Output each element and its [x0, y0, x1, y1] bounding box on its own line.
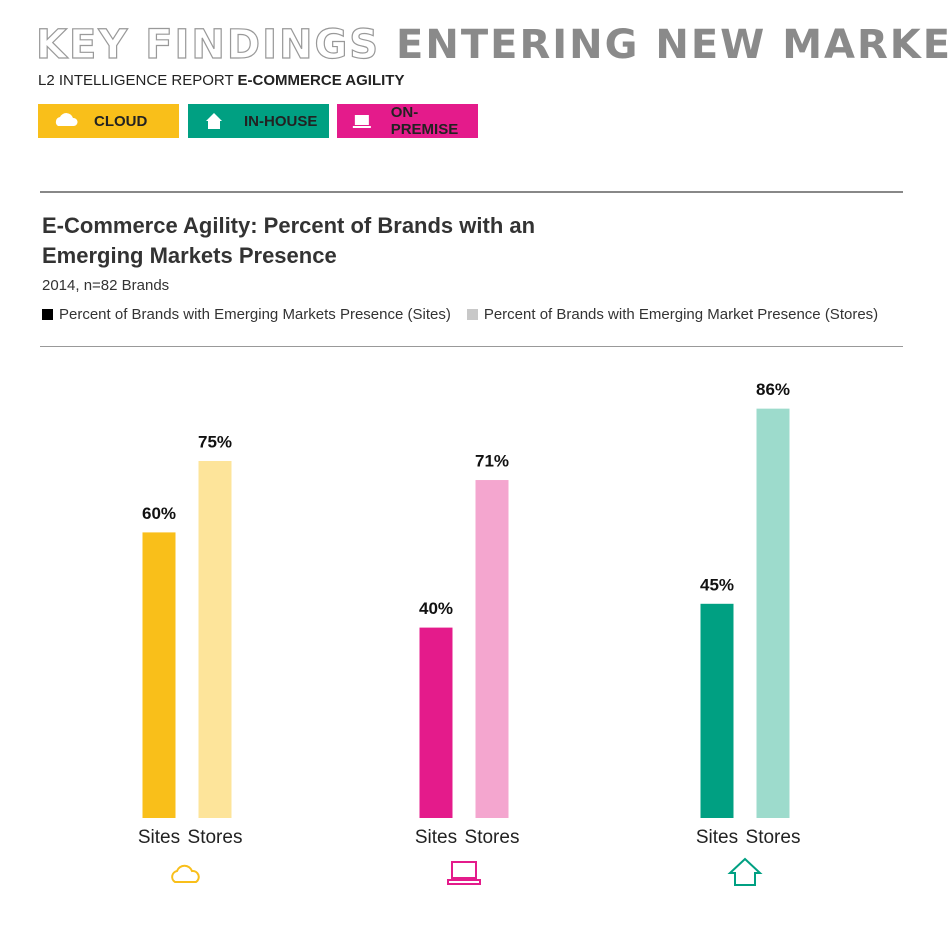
chart-title: E-Commerce Agility: Percent of Brands wi…	[42, 213, 536, 268]
badge: IN-HOUSE	[188, 104, 329, 138]
heading-bold: ENTERING NEW MARKETS	[396, 22, 950, 68]
bar-label: Sites	[415, 827, 457, 848]
legend-item: Percent of Brands with Emerging Market P…	[466, 306, 879, 323]
legend-swatch	[42, 309, 53, 320]
page-heading: KEY FINDINGS ENTERING NEW MARKETS	[35, 21, 950, 68]
chart-subtitle: 2014, n=82 Brands	[42, 277, 170, 294]
report-topic: E-COMMERCE AGILITY	[237, 72, 405, 89]
bar	[142, 532, 176, 818]
bar-label: Sites	[138, 827, 180, 848]
legend: Percent of Brands with Emerging Markets …	[42, 306, 878, 323]
badge-label: CLOUD	[94, 112, 148, 130]
value-label: 40%	[419, 599, 453, 618]
value-label: 86%	[756, 380, 790, 399]
value-label: 45%	[700, 575, 734, 594]
legend-item: Percent of Brands with Emerging Markets …	[42, 306, 451, 323]
bar-label: Stores	[465, 827, 520, 848]
badge: ON-PREMISE	[337, 104, 478, 138]
report-name: L2 INTELLIGENCE REPORT	[38, 72, 234, 89]
heading-light: KEY FINDINGS	[35, 21, 381, 68]
bar	[419, 627, 453, 818]
badge: CLOUD	[38, 104, 179, 138]
group-icon	[171, 864, 200, 883]
badge-icon	[55, 113, 78, 126]
bar	[756, 408, 790, 818]
report-line: L2 INTELLIGENCE REPORT E-COMMERCE AGILIT…	[38, 72, 404, 89]
legend-swatch	[466, 309, 478, 320]
bar	[475, 480, 509, 818]
badge-icon	[352, 115, 371, 128]
rule	[40, 346, 903, 347]
legend-label: Percent of Brands with Emerging Markets …	[59, 306, 451, 323]
badge-label: ON-PREMISE	[390, 104, 459, 138]
value-label: 71%	[475, 452, 509, 471]
bar-label: Stores	[188, 827, 243, 848]
legend-label: Percent of Brands with Emerging Market P…	[483, 306, 879, 323]
group-icon	[447, 861, 481, 885]
rule	[40, 191, 903, 193]
group-icon	[727, 857, 763, 886]
badge-icon	[206, 113, 222, 129]
bar	[700, 603, 734, 818]
bar-label: Sites	[696, 827, 738, 848]
value-label: 75%	[198, 432, 232, 451]
badge-label: IN-HOUSE	[244, 112, 318, 130]
bar-label: Stores	[746, 827, 801, 848]
value-label: 60%	[142, 504, 176, 523]
bar	[198, 461, 232, 818]
